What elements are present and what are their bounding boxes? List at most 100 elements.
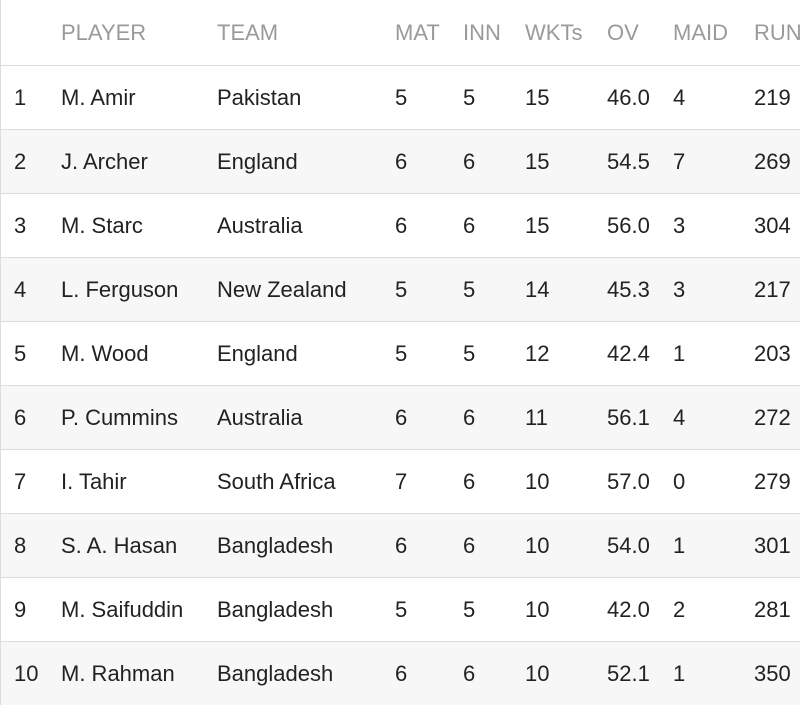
runs-cell: 350 [754, 660, 791, 686]
innings-cell: 5 [463, 340, 476, 366]
runs-cell: 269 [754, 148, 791, 174]
wickets-cell: 10 [525, 532, 550, 558]
rank-cell: 1 [14, 84, 27, 110]
maidens-cell: 7 [673, 148, 686, 174]
wickets-header: WKTs [525, 19, 583, 45]
table-row: 2 J. Archer England 6 6 15 54.5 7 269 [1, 130, 800, 194]
runs-cell: 304 [754, 212, 791, 238]
runs-cell: 279 [754, 468, 791, 494]
innings-cell: 6 [463, 404, 476, 430]
overs-cell: 46.0 [607, 84, 650, 110]
innings-header: INN [463, 19, 501, 45]
maidens-cell: 3 [673, 276, 686, 302]
matches-cell: 6 [395, 212, 408, 238]
overs-cell: 42.0 [607, 596, 650, 622]
rank-cell: 6 [14, 404, 27, 430]
overs-cell: 56.1 [607, 404, 650, 430]
wickets-cell: 12 [525, 340, 550, 366]
table-row: 7 I. Tahir South Africa 7 6 10 57.0 0 279 [1, 450, 800, 514]
runs-cell: 219 [754, 84, 791, 110]
overs-cell: 54.5 [607, 148, 650, 174]
matches-cell: 5 [395, 340, 408, 366]
rank-cell: 4 [14, 276, 27, 302]
team-cell: Bangladesh [217, 596, 334, 622]
maidens-cell: 4 [673, 84, 686, 110]
overs-cell: 54.0 [607, 532, 650, 558]
team-cell: Australia [217, 404, 303, 430]
wickets-cell: 15 [525, 148, 550, 174]
rank-cell: 8 [14, 532, 27, 558]
rank-cell: 5 [14, 340, 27, 366]
runs-cell: 281 [754, 596, 791, 622]
wickets-cell: 11 [525, 404, 548, 430]
team-cell: Bangladesh [217, 660, 334, 686]
maidens-cell: 1 [673, 532, 686, 558]
team-cell: Australia [217, 212, 303, 238]
table-row: 3 M. Starc Australia 6 6 15 56.0 3 304 [1, 194, 800, 258]
matches-cell: 6 [395, 532, 408, 558]
maidens-header: MAID [673, 19, 728, 45]
runs-cell: 217 [754, 276, 791, 302]
table-row: 8 S. A. Hasan Bangladesh 6 6 10 54.0 1 301 [1, 514, 800, 578]
maidens-cell: 0 [673, 468, 686, 494]
player-cell: M. Rahman [61, 660, 175, 686]
runs-header: RUNS [754, 19, 800, 45]
runs-cell: 203 [754, 340, 791, 366]
table-row: 4 L. Ferguson New Zealand 5 5 14 45.3 3 217 [1, 258, 800, 322]
team-cell: South Africa [217, 468, 336, 494]
overs-cell: 42.4 [607, 340, 650, 366]
innings-cell: 5 [463, 596, 476, 622]
player-cell: S. A. Hasan [61, 532, 178, 558]
maidens-cell: 1 [673, 340, 686, 366]
team-cell: Pakistan [217, 84, 302, 110]
maidens-cell: 4 [673, 404, 686, 430]
table-row: 5 M. Wood England 5 5 12 42.4 1 203 [1, 322, 800, 386]
innings-cell: 6 [463, 660, 476, 686]
wickets-cell: 10 [525, 468, 550, 494]
player-cell: M. Wood [61, 340, 149, 366]
team-cell: England [217, 340, 298, 366]
innings-cell: 6 [463, 212, 476, 238]
rank-cell: 7 [14, 468, 27, 494]
maidens-cell: 1 [673, 660, 686, 686]
matches-cell: 6 [395, 148, 408, 174]
wickets-cell: 15 [525, 212, 550, 238]
player-header: PLAYER [61, 19, 147, 45]
rank-cell: 2 [14, 148, 27, 174]
player-cell: L. Ferguson [61, 276, 179, 302]
innings-cell: 6 [463, 468, 476, 494]
wickets-cell: 14 [525, 276, 550, 302]
team-cell: England [217, 148, 298, 174]
matches-header: MAT [395, 19, 440, 45]
table-row: 6 P. Cummins Australia 6 6 11 56.1 4 272 [1, 386, 800, 450]
rank-cell: 3 [14, 212, 27, 238]
innings-cell: 6 [463, 148, 476, 174]
overs-cell: 57.0 [607, 468, 650, 494]
table-row: 10 M. Rahman Bangladesh 6 6 10 52.1 1 350 [1, 642, 800, 705]
matches-cell: 7 [395, 468, 408, 494]
matches-cell: 6 [395, 660, 408, 686]
maidens-cell: 2 [673, 596, 686, 622]
rank-cell: 10 [14, 660, 39, 686]
overs-cell: 45.3 [607, 276, 650, 302]
player-cell: M. Amir [61, 84, 136, 110]
wickets-cell: 10 [525, 596, 550, 622]
player-cell: M. Saifuddin [61, 596, 184, 622]
table-row: 1 M. Amir Pakistan 5 5 15 46.0 4 219 [1, 66, 800, 130]
player-cell: P. Cummins [61, 404, 178, 430]
player-cell: J. Archer [61, 148, 148, 174]
matches-cell: 5 [395, 276, 408, 302]
table-row: 9 M. Saifuddin Bangladesh 5 5 10 42.0 2 281 [1, 578, 800, 642]
innings-cell: 5 [463, 276, 476, 302]
team-cell: Bangladesh [217, 532, 334, 558]
team-cell: New Zealand [217, 276, 347, 302]
maidens-cell: 3 [673, 212, 686, 238]
matches-cell: 5 [395, 84, 408, 110]
overs-header: OV [607, 19, 639, 45]
wickets-cell: 10 [525, 660, 550, 686]
team-header: TEAM [217, 19, 279, 45]
innings-cell: 6 [463, 532, 476, 558]
rank-cell: 9 [14, 596, 27, 622]
runs-cell: 301 [754, 532, 791, 558]
